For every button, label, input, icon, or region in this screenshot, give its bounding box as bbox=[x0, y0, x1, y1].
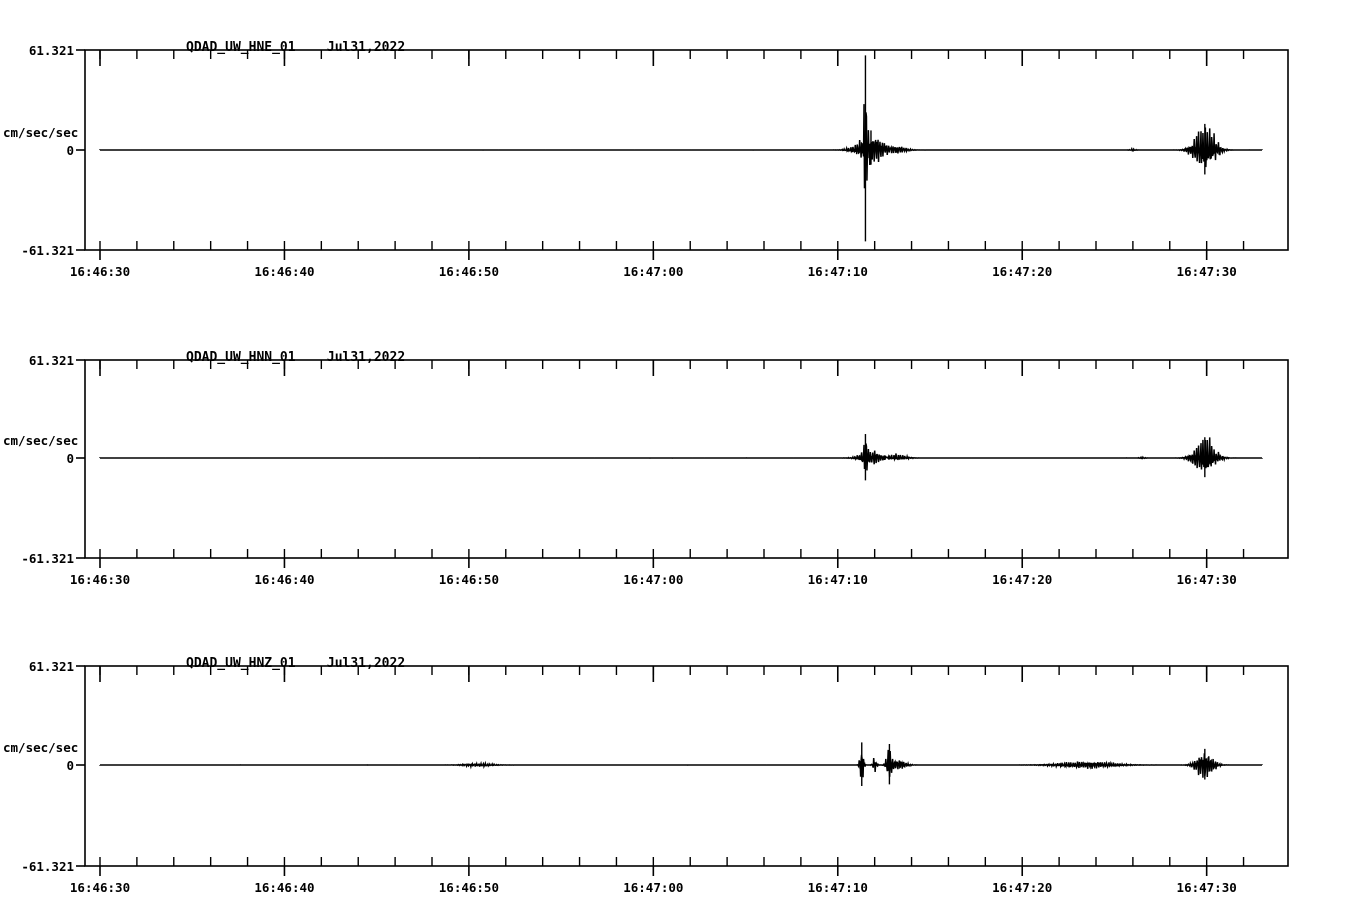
major-ticks bbox=[99, 666, 1208, 876]
x-tick-label: 16:47:10 bbox=[807, 880, 868, 895]
y-axis-max-label: 61.321 bbox=[28, 659, 74, 674]
x-tick-label: 16:47:20 bbox=[992, 880, 1053, 895]
x-tick-label: 16:46:50 bbox=[438, 572, 499, 587]
x-tick-label: 16:47:10 bbox=[807, 264, 868, 279]
y-axis-max-label: 61.321 bbox=[28, 353, 74, 368]
x-tick-label: 16:46:40 bbox=[254, 572, 315, 587]
x-tick-label: 16:47:00 bbox=[623, 572, 684, 587]
x-tick-label: 16:46:40 bbox=[254, 264, 315, 279]
x-tick-label: 16:46:30 bbox=[69, 264, 131, 279]
plot-box bbox=[84, 665, 1289, 867]
y-axis-zero-label: 0 bbox=[66, 143, 74, 158]
waveform-trace-QDAD_UW_HNN_01 bbox=[99, 437, 1263, 471]
waveform-trace-QDAD_UW_HNE_01 bbox=[99, 104, 1263, 189]
plot-box bbox=[84, 49, 1289, 251]
y-axis-min-label: -61.321 bbox=[21, 243, 74, 258]
y-axis-zero-label: 0 bbox=[66, 451, 74, 466]
waveform-trace-QDAD_UW_HNZ_01 bbox=[99, 749, 1263, 778]
minor-ticks bbox=[99, 666, 1245, 866]
panel-title-QDAD_UW_HNN_01: QDAD_UW_HNN_01 Jul31,2022 bbox=[186, 350, 406, 365]
y-axis-min-label: -61.321 bbox=[21, 859, 74, 874]
x-tick-label: 16:47:10 bbox=[807, 572, 868, 587]
y-axis-zero-label: 0 bbox=[66, 758, 74, 773]
x-tick-label: 16:47:30 bbox=[1176, 572, 1237, 587]
x-tick-label: 16:47:30 bbox=[1176, 264, 1237, 279]
y-axis-min-label: -61.321 bbox=[21, 551, 74, 566]
x-tick-label: 16:46:50 bbox=[438, 264, 499, 279]
x-tick-label: 16:47:00 bbox=[623, 880, 684, 895]
y-axis-unit-label: cm/sec/sec bbox=[3, 433, 79, 448]
y-axis-unit-label: cm/sec/sec bbox=[3, 125, 79, 140]
x-tick-label: 16:47:00 bbox=[623, 264, 684, 279]
x-tick-label: 16:46:30 bbox=[69, 572, 131, 587]
x-tick-label: 16:46:40 bbox=[254, 880, 315, 895]
minor-ticks bbox=[99, 50, 1245, 250]
y-axis-unit-label: cm/sec/sec bbox=[3, 740, 79, 755]
x-tick-label: 16:47:30 bbox=[1176, 880, 1237, 895]
x-tick-label: 16:46:50 bbox=[438, 880, 499, 895]
minor-ticks bbox=[99, 360, 1245, 558]
y-axis-max-label: 61.321 bbox=[28, 43, 74, 58]
panel-title-QDAD_UW_HNE_01: QDAD_UW_HNE_01 Jul31,2022 bbox=[186, 40, 406, 55]
plot-box bbox=[84, 359, 1289, 559]
major-ticks bbox=[99, 50, 1208, 260]
x-tick-label: 16:47:20 bbox=[992, 572, 1053, 587]
major-ticks bbox=[99, 360, 1208, 568]
panel-title-QDAD_UW_HNZ_01: QDAD_UW_HNZ_01 Jul31,2022 bbox=[186, 656, 406, 671]
x-tick-label: 16:46:30 bbox=[69, 880, 131, 895]
x-tick-label: 16:47:20 bbox=[992, 264, 1053, 279]
